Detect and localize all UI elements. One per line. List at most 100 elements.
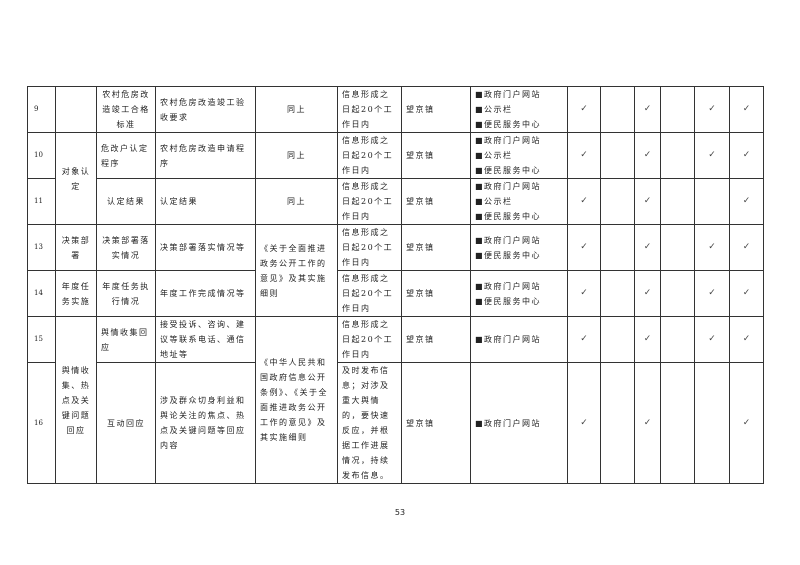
category-cell: 舆情收集、热点及关键问题回应 xyxy=(55,316,97,484)
channel-item: ■政府门户网站 xyxy=(475,335,542,344)
item-cell: 认定结果 xyxy=(96,178,156,225)
time-limit-cell: 信息形成之日起20个工作日内 xyxy=(337,86,402,133)
basis-cell: 同上 xyxy=(255,86,338,133)
check-mark-cell: ✓ xyxy=(729,270,764,317)
check-mark-cell: ✓ xyxy=(729,224,764,271)
category-cell: 年度任务实施 xyxy=(55,270,97,317)
content-cell: 接受投诉、咨询、建议等联系电话、通信地址等 xyxy=(155,316,256,363)
category-cell: 对象认定 xyxy=(55,132,97,225)
check-mark-cell: ✓ xyxy=(567,224,601,271)
check-mark-cell xyxy=(600,132,635,179)
content-cell: 认定结果 xyxy=(155,178,256,225)
row-number: 10 xyxy=(27,132,56,179)
check-mark-cell: ✓ xyxy=(694,316,730,363)
basis-cell: 同上 xyxy=(255,178,338,225)
table-row: 13 决策部署 决策部署落实情况 决策部署落实情况等 《关于全面推进政务公开工作的意见》… xyxy=(27,224,764,317)
channel-item: ■公示栏 xyxy=(475,105,513,114)
channel-item: ■便民服务中心 xyxy=(475,166,542,175)
content-cell: 农村危房改造竣工验收要求 xyxy=(155,86,256,133)
channel-item: ■政府门户网站 xyxy=(475,281,542,291)
check-mark-cell: ✓ xyxy=(729,316,764,363)
check-mark-cell: ✓ xyxy=(567,132,601,179)
check-mark-cell xyxy=(600,362,635,484)
time-limit-cell: 信息形成之日起20个工作日内 xyxy=(337,224,402,271)
check-mark-cell xyxy=(600,178,635,225)
basis-cell: 《关于全面推进政务公开工作的意见》及其实施细则 xyxy=(255,224,338,317)
channel-item: ■政府门户网站 xyxy=(475,418,542,428)
check-mark-cell xyxy=(694,362,730,484)
check-mark-cell: ✓ xyxy=(567,316,601,363)
item-cell: 年度任务执行情况 xyxy=(96,270,156,317)
channels-cell: ■政府门户网站 xyxy=(470,362,568,484)
check-mark-cell xyxy=(660,316,695,363)
time-limit-cell: 信息形成之日起20个工作日内 xyxy=(337,178,402,225)
channel-item: ■政府门户网站 xyxy=(475,90,542,99)
item-cell: 舆情收集回应 xyxy=(96,316,156,363)
channel-item: ■政府门户网站 xyxy=(475,235,542,245)
subject-cell: 望京镇 xyxy=(401,224,471,271)
content-cell: 农村危房改造申请程序 xyxy=(155,132,256,179)
check-mark-cell xyxy=(600,224,635,271)
item-cell: 互动回应 xyxy=(96,362,156,484)
channel-item: ■公示栏 xyxy=(475,197,513,206)
check-mark-cell xyxy=(600,270,635,317)
channels-cell: ■政府门户网站 xyxy=(470,316,568,363)
table-row: 14 年度任务实施 年度任务执行情况 年度工作完成情况等 信息形成之日起20个工作日内望… xyxy=(27,270,764,317)
row-number: 9 xyxy=(27,86,56,133)
basis-cell: 《中华人民共和国政府信息公开条例》、《关于全面推进政务公开工作的意见》及其实施细… xyxy=(255,316,338,484)
row-number: 14 xyxy=(27,270,56,317)
channel-item: ■便民服务中心 xyxy=(475,250,542,260)
check-mark-cell: ✓ xyxy=(729,86,764,133)
channel-item: ■公示栏 xyxy=(475,151,513,160)
table-row: 11 认定结果 认定结果 同上 信息形成之日起20个工作日内 望京镇 ■政府门户网站 ■公示栏… xyxy=(27,178,764,225)
check-mark-cell: ✓ xyxy=(694,224,730,271)
row-number: 13 xyxy=(27,224,56,271)
check-mark-cell: ✓ xyxy=(694,132,730,179)
time-limit-cell: 信息形成之日起20个工作日内 xyxy=(337,132,402,179)
channel-item: ■便民服务中心 xyxy=(475,212,542,221)
check-mark-cell xyxy=(600,86,635,133)
table-row: 15 舆情收集、热点及关键问题回应 舆情收集回应 接受投诉、咨询、建议等联系电话、通信… xyxy=(27,316,764,484)
item-cell: 危改户认定程序 xyxy=(96,132,156,179)
time-limit-cell: 及时发布信息；对涉及重大舆情的，要快速反应，并根据工作进展情况，持续发布信息。 xyxy=(337,362,402,484)
check-mark-cell xyxy=(660,224,695,271)
category-cell: 决策部署 xyxy=(55,224,97,271)
subject-cell: 望京镇 xyxy=(401,132,471,179)
content-cell: 年度工作完成情况等 xyxy=(155,270,256,317)
check-mark-cell: ✓ xyxy=(567,270,601,317)
check-mark-cell: ✓ xyxy=(634,132,661,179)
subject-cell: 望京镇 xyxy=(401,270,471,317)
time-limit-cell: 信息形成之日起20个工作日内 xyxy=(337,316,402,363)
channel-item: ■便民服务中心 xyxy=(475,296,542,306)
check-mark-cell: ✓ xyxy=(729,362,764,484)
check-mark-cell: ✓ xyxy=(694,86,730,133)
subject-cell: 望京镇 xyxy=(401,316,471,363)
channels-cell: ■政府门户网站 ■公示栏 ■便民服务中心 xyxy=(470,86,568,133)
check-mark-cell xyxy=(694,178,730,225)
check-mark-cell: ✓ xyxy=(634,362,661,484)
row-number: 16 xyxy=(27,362,56,484)
disclosure-table: 9 农村危房改造竣工合格标准 农村危房改造竣工验收要求 同上 信息形成之日起20个工作日… xyxy=(27,86,764,484)
check-mark-cell xyxy=(660,178,695,225)
check-mark-cell: ✓ xyxy=(567,86,601,133)
row-number: 11 xyxy=(27,178,56,225)
channels-cell: ■政府门户网站 ■公示栏 ■便民服务中心 xyxy=(470,178,568,225)
item-cell: 决策部署落实情况 xyxy=(96,224,156,271)
check-mark-cell xyxy=(660,86,695,133)
check-mark-cell xyxy=(660,362,695,484)
basis-cell: 同上 xyxy=(255,132,338,179)
check-mark-cell: ✓ xyxy=(634,86,661,133)
check-mark-cell xyxy=(660,132,695,179)
check-mark-cell: ✓ xyxy=(567,178,601,225)
item-cell: 农村危房改造竣工合格标准 xyxy=(96,86,156,133)
channels-cell: ■政府门户网站 ■便民服务中心 xyxy=(470,224,568,271)
row-number: 15 xyxy=(27,316,56,363)
check-mark-cell xyxy=(600,316,635,363)
page-number: 53 xyxy=(394,508,406,517)
subject-cell: 望京镇 xyxy=(401,362,471,484)
channels-cell: ■政府门户网站 ■公示栏 ■便民服务中心 xyxy=(470,132,568,179)
channel-item: ■政府门户网站 xyxy=(475,136,542,145)
content-cell: 涉及群众切身利益和舆论关注的焦点、热点及关键问题等回应内容 xyxy=(155,362,256,484)
check-mark-cell: ✓ xyxy=(634,270,661,317)
check-mark-cell: ✓ xyxy=(729,132,764,179)
